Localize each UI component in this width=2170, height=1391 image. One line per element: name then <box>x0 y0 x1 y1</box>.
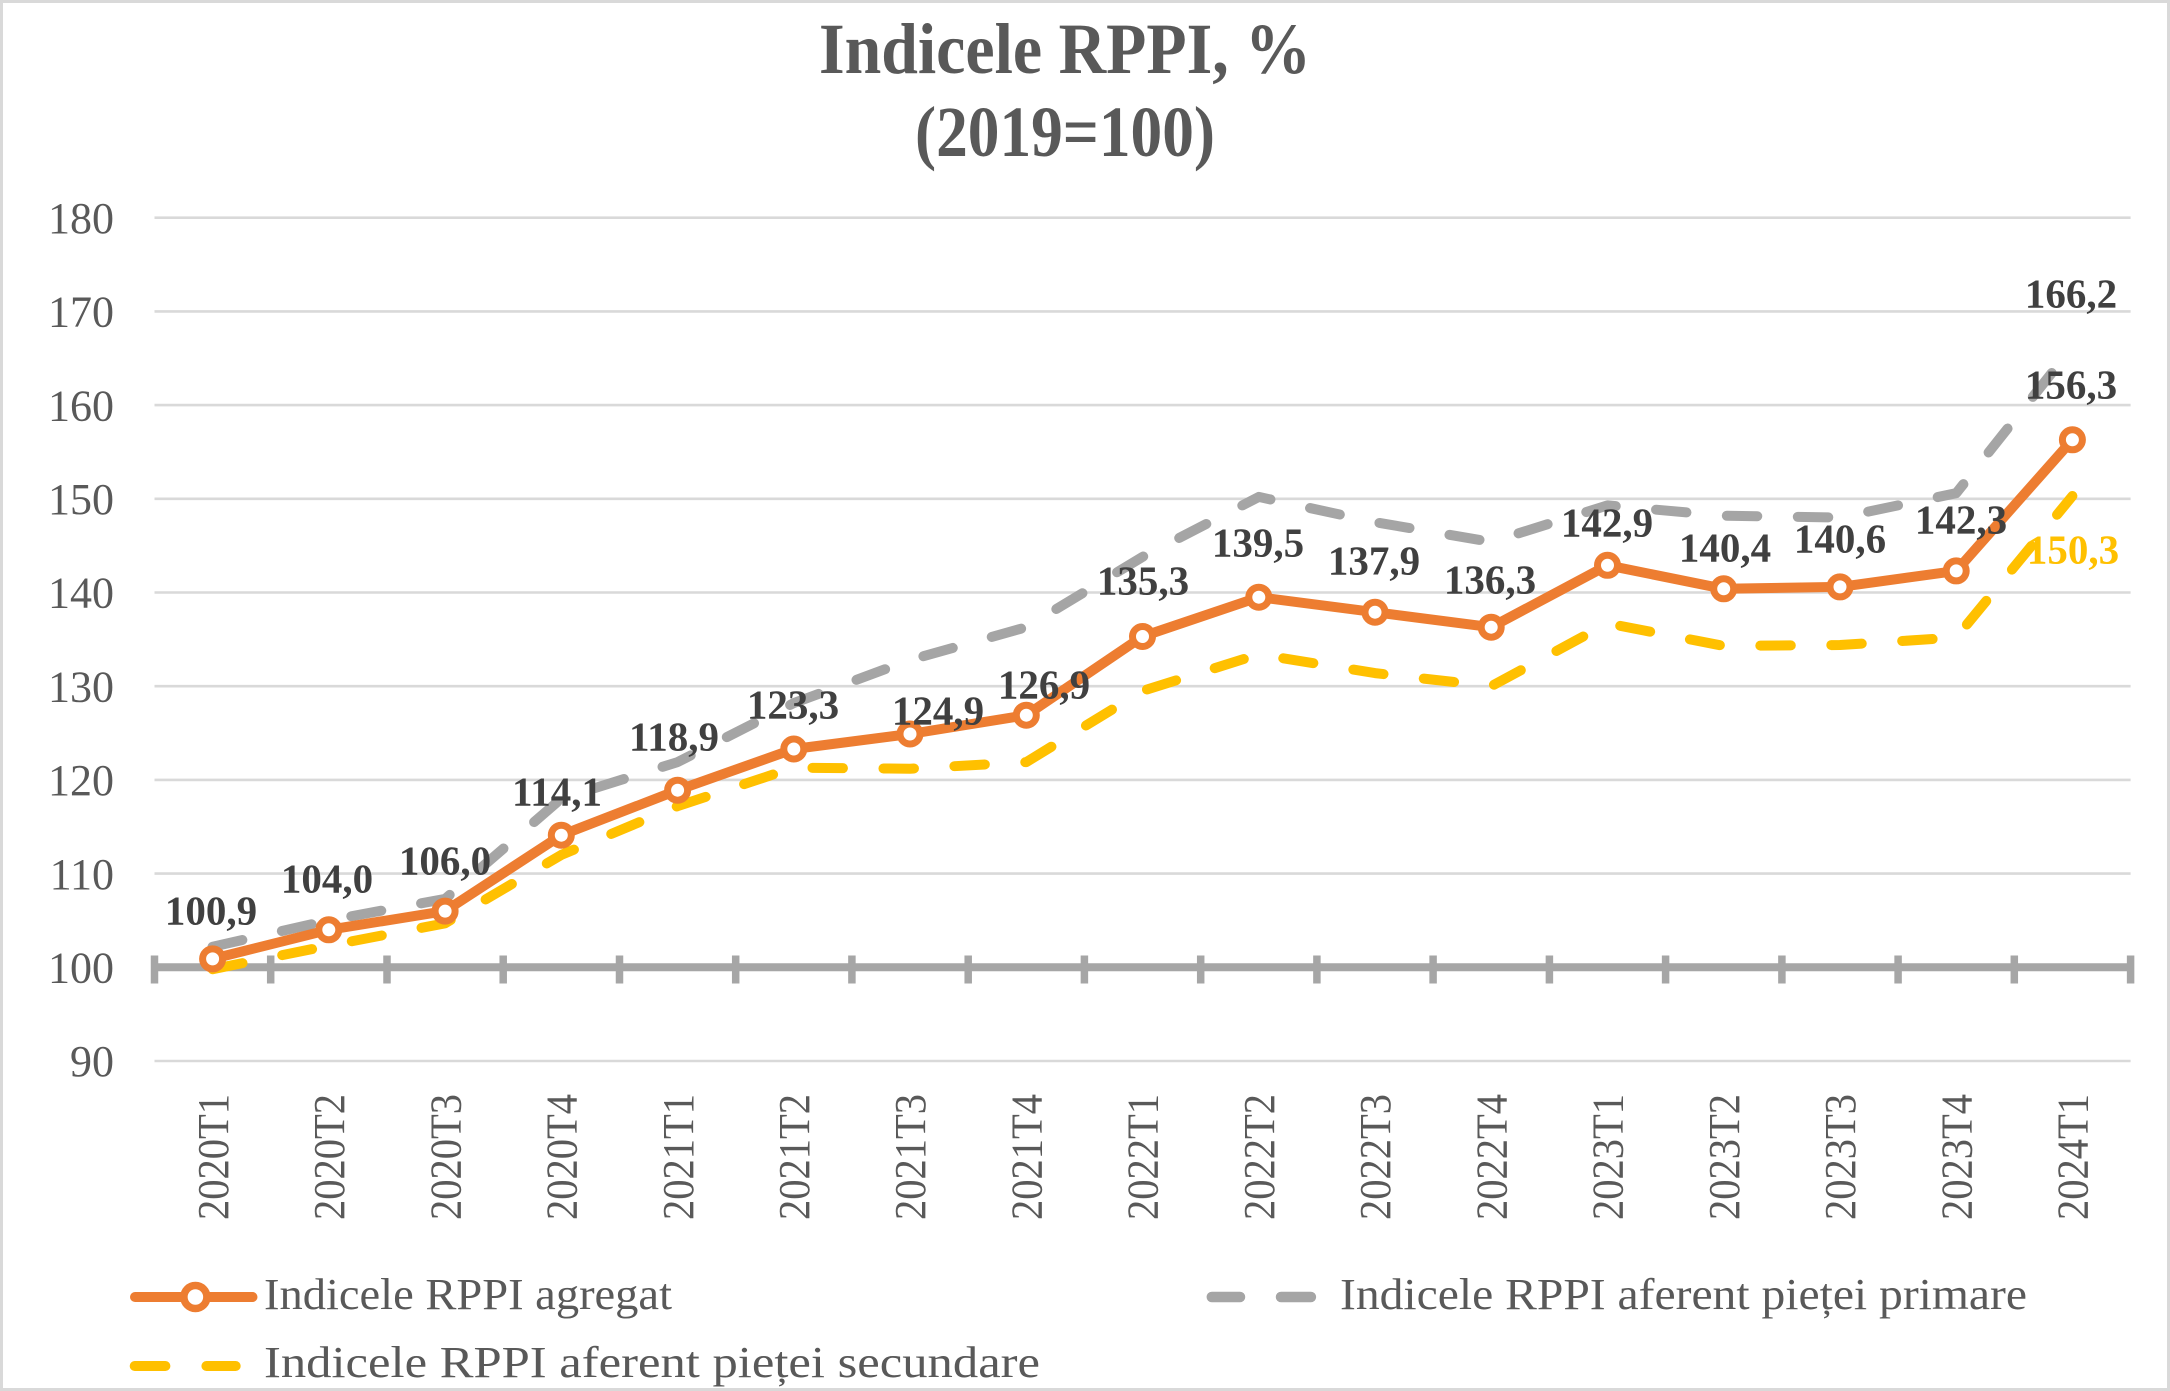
svg-text:90: 90 <box>70 1037 114 1086</box>
svg-text:2022T2: 2022T2 <box>1235 1094 1284 1220</box>
svg-text:136,3: 136,3 <box>1444 557 1536 603</box>
svg-text:2021T4: 2021T4 <box>1003 1094 1052 1220</box>
svg-text:140,4: 140,4 <box>1679 525 1771 571</box>
svg-text:2020T4: 2020T4 <box>538 1094 587 1220</box>
svg-text:100: 100 <box>48 944 114 993</box>
svg-text:Indicele RPPI agregat: Indicele RPPI agregat <box>264 1270 672 1319</box>
svg-text:140,6: 140,6 <box>1794 516 1886 562</box>
svg-text:104,0: 104,0 <box>281 856 373 902</box>
svg-text:114,1: 114,1 <box>512 769 602 815</box>
svg-text:156,3: 156,3 <box>2025 362 2117 408</box>
svg-text:Indicele RPPI aferent pieței p: Indicele RPPI aferent pieței primare <box>1340 1270 2027 1319</box>
svg-text:Indicele RPPI aferent pieței s: Indicele RPPI aferent pieței secundare <box>264 1338 1040 1387</box>
svg-text:137,9: 137,9 <box>1328 538 1420 584</box>
svg-text:180: 180 <box>48 194 114 243</box>
svg-text:130: 130 <box>48 662 114 711</box>
svg-text:106,0: 106,0 <box>399 838 491 884</box>
svg-text:120: 120 <box>48 756 114 805</box>
svg-text:Indicele RPPI, %: Indicele RPPI, % <box>819 9 1311 89</box>
svg-text:2024T1: 2024T1 <box>2049 1094 2098 1220</box>
svg-text:2021T1: 2021T1 <box>654 1094 703 1220</box>
svg-text:2021T2: 2021T2 <box>770 1094 819 1220</box>
svg-text:(2019=100): (2019=100) <box>915 92 1215 172</box>
svg-text:100,9: 100,9 <box>165 888 257 934</box>
svg-text:139,5: 139,5 <box>1212 520 1304 566</box>
svg-text:150: 150 <box>48 475 114 524</box>
svg-text:135,3: 135,3 <box>1097 558 1189 604</box>
svg-text:123,3: 123,3 <box>747 682 839 728</box>
svg-text:170: 170 <box>48 288 114 337</box>
svg-text:142,3: 142,3 <box>1915 497 2007 543</box>
svg-text:2022T3: 2022T3 <box>1351 1094 1400 1220</box>
svg-text:2022T4: 2022T4 <box>1467 1094 1516 1220</box>
svg-text:140: 140 <box>48 569 114 618</box>
svg-text:2020T1: 2020T1 <box>189 1094 238 1220</box>
svg-text:160: 160 <box>48 381 114 430</box>
svg-text:118,9: 118,9 <box>629 714 719 760</box>
svg-text:2021T3: 2021T3 <box>886 1094 935 1220</box>
svg-text:142,9: 142,9 <box>1561 500 1653 546</box>
svg-text:2022T1: 2022T1 <box>1119 1094 1168 1220</box>
svg-text:2023T1: 2023T1 <box>1584 1094 1633 1220</box>
svg-text:150,3: 150,3 <box>2027 527 2119 573</box>
svg-text:124,9: 124,9 <box>892 688 984 734</box>
svg-text:126,9: 126,9 <box>998 662 1090 708</box>
svg-text:2023T4: 2023T4 <box>1932 1094 1981 1220</box>
svg-text:166,2: 166,2 <box>2025 271 2117 317</box>
svg-text:2023T3: 2023T3 <box>1816 1094 1865 1220</box>
svg-text:2020T2: 2020T2 <box>305 1094 354 1220</box>
svg-text:110: 110 <box>50 850 114 899</box>
svg-text:2023T2: 2023T2 <box>1700 1094 1749 1220</box>
svg-text:2020T3: 2020T3 <box>421 1094 470 1220</box>
